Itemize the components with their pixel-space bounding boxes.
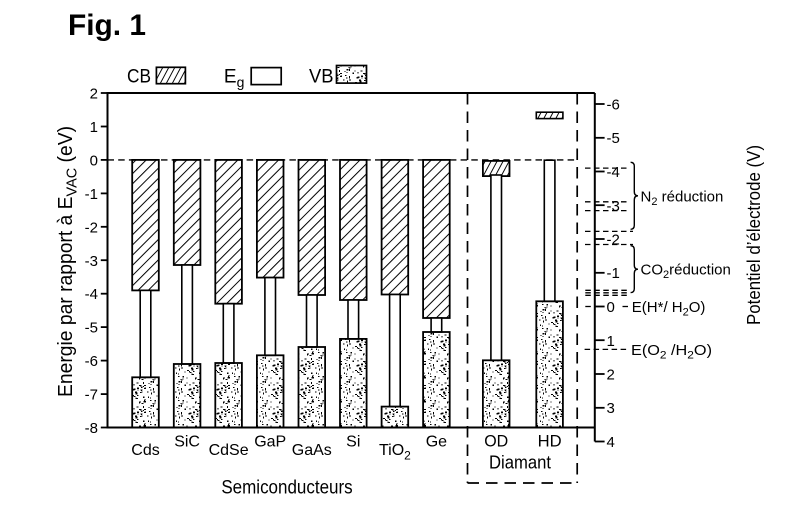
svg-text:CdSe: CdSe — [209, 442, 249, 459]
svg-text:N2 réduction: N2 réduction — [641, 188, 724, 208]
svg-text:0: 0 — [607, 299, 615, 316]
svg-text:CB: CB — [127, 67, 151, 88]
svg-text:-6: -6 — [85, 353, 98, 370]
svg-text:-4: -4 — [607, 164, 620, 181]
svg-text:GaP: GaP — [254, 434, 286, 451]
svg-text:Cds: Cds — [131, 442, 159, 459]
svg-text:HD: HD — [538, 432, 562, 451]
svg-text:-6: -6 — [607, 97, 620, 114]
svg-text:-1: -1 — [607, 265, 620, 282]
svg-text:Potentiel d’électrode (V): Potentiel d’électrode (V) — [744, 145, 764, 325]
svg-text:OD: OD — [484, 432, 508, 451]
svg-text:-1: -1 — [85, 186, 98, 203]
svg-text:Fig. 1: Fig. 1 — [68, 9, 146, 42]
svg-text:-3: -3 — [607, 198, 620, 215]
svg-text:CO2réduction: CO2réduction — [641, 262, 731, 282]
svg-text:SiC: SiC — [174, 434, 200, 451]
svg-text:Si: Si — [346, 434, 360, 451]
svg-text:3: 3 — [607, 400, 615, 417]
svg-text:VB: VB — [309, 67, 334, 88]
svg-text:Semiconducteurs: Semiconducteurs — [221, 477, 352, 498]
svg-text:E(H*/ H2O): E(H*/ H2O) — [632, 299, 706, 319]
svg-text:4: 4 — [607, 434, 615, 451]
svg-text:-5: -5 — [607, 130, 620, 147]
svg-text:Diamant: Diamant — [489, 453, 551, 473]
svg-text:0: 0 — [90, 152, 98, 169]
svg-text:-5: -5 — [85, 320, 98, 337]
svg-text:-2: -2 — [607, 232, 620, 249]
svg-text:-8: -8 — [85, 420, 98, 437]
svg-text:1: 1 — [607, 333, 615, 350]
svg-text:Ge: Ge — [426, 434, 447, 451]
svg-text:TiO2: TiO2 — [379, 442, 411, 463]
svg-text:Energie par rapport à EVAC (eV: Energie par rapport à EVAC (eV) — [55, 126, 81, 397]
svg-text:-3: -3 — [85, 253, 98, 270]
svg-text:1: 1 — [90, 119, 98, 136]
svg-text:2: 2 — [90, 86, 98, 103]
svg-text:-7: -7 — [85, 387, 98, 404]
svg-text:2: 2 — [607, 367, 615, 384]
svg-text:-4: -4 — [85, 286, 98, 303]
svg-text:-2: -2 — [85, 219, 98, 236]
svg-text:GaAs: GaAs — [292, 442, 332, 459]
svg-text:E(O2 /H2O): E(O 2 /H 2O) — [631, 342, 712, 362]
